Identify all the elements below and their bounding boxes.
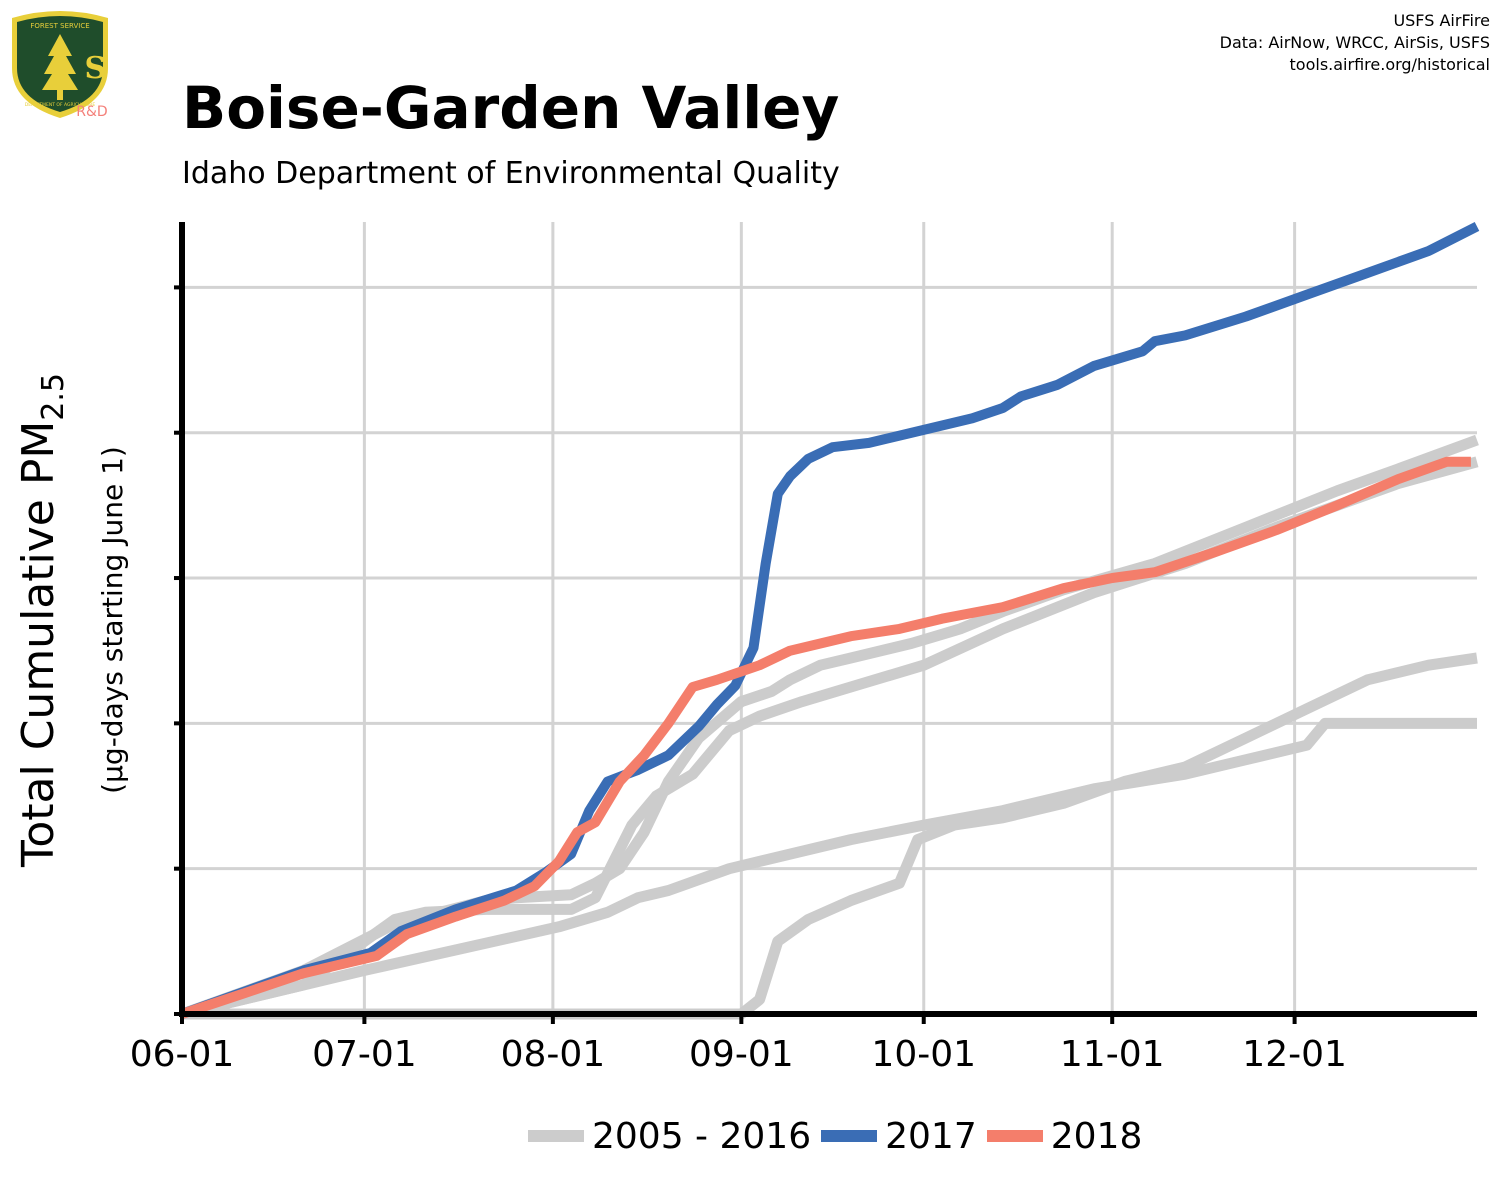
- legend: 2005 - 2016 2017 2018: [528, 1114, 1152, 1158]
- legend-item-2018: 2018: [986, 1115, 1143, 1157]
- credit-line: USFS AirFire: [1393, 11, 1490, 30]
- usfs-logo: U S FOREST SERVICE DEPARTMENT OF AGRICUL…: [8, 11, 112, 120]
- legend-swatch-historical: [528, 1130, 584, 1142]
- axes: 06-01 07-01 08-01 09-01 10-01 11-01 12-01: [130, 222, 1477, 1075]
- y-axis-label-note: (µg-days starting June 1): [96, 446, 129, 794]
- y-axis-label: Total Cumulative PM2.5: [13, 373, 71, 868]
- logo-top-text: FOREST SERVICE: [30, 22, 89, 30]
- y-axis-label-subscript: 2.5: [36, 373, 71, 421]
- series-line-historical: [182, 652, 1478, 1020]
- x-tick-label: 12-01: [1242, 1034, 1347, 1075]
- x-tick-label: 08-01: [501, 1034, 606, 1075]
- legend-item-historical: 2005 - 2016: [528, 1116, 811, 1157]
- x-tick-label: 09-01: [689, 1034, 794, 1075]
- y-axis-label-main: Total Cumulative PM: [13, 421, 64, 868]
- series-line-historical: [180, 717, 1477, 1020]
- series-line-2018: [180, 456, 1471, 1019]
- legend-swatch-2018: [986, 1130, 1043, 1142]
- legend-item-2017: 2017: [821, 1116, 977, 1157]
- credits: USFS AirFire Data: AirNow, WRCC, AirSis,…: [1220, 10, 1490, 76]
- legend-label-historical: 2005 - 2016: [592, 1115, 812, 1157]
- logo-bottom-text: DEPARTMENT OF AGRICULTURE: [25, 102, 96, 108]
- legend-swatch-2017: [821, 1130, 878, 1142]
- grid: [182, 222, 1477, 1014]
- logo-rd-tag: R&D: [76, 104, 107, 120]
- legend-label-2017: 2017: [885, 1115, 977, 1157]
- tree-icon: [42, 34, 78, 100]
- series-line-2017: [180, 221, 1480, 1019]
- chart-subtitle: Idaho Department of Environmental Qualit…: [182, 156, 840, 191]
- x-tick-label: 07-01: [312, 1034, 417, 1075]
- credit-line: tools.airfire.org/historical: [1289, 55, 1490, 74]
- x-tick-label: 11-01: [1060, 1034, 1165, 1075]
- credit-line: Data: AirNow, WRCC, AirSis, USFS: [1219, 33, 1490, 52]
- logo-letter-u: U S: [8, 51, 112, 86]
- series-layer: [180, 221, 1480, 1020]
- x-tick-label: 06-01: [130, 1034, 235, 1075]
- x-tick-label: 10-01: [871, 1034, 976, 1075]
- legend-label-2018: 2018: [1050, 1115, 1143, 1157]
- chart-title: Boise-Garden Valley: [182, 74, 840, 142]
